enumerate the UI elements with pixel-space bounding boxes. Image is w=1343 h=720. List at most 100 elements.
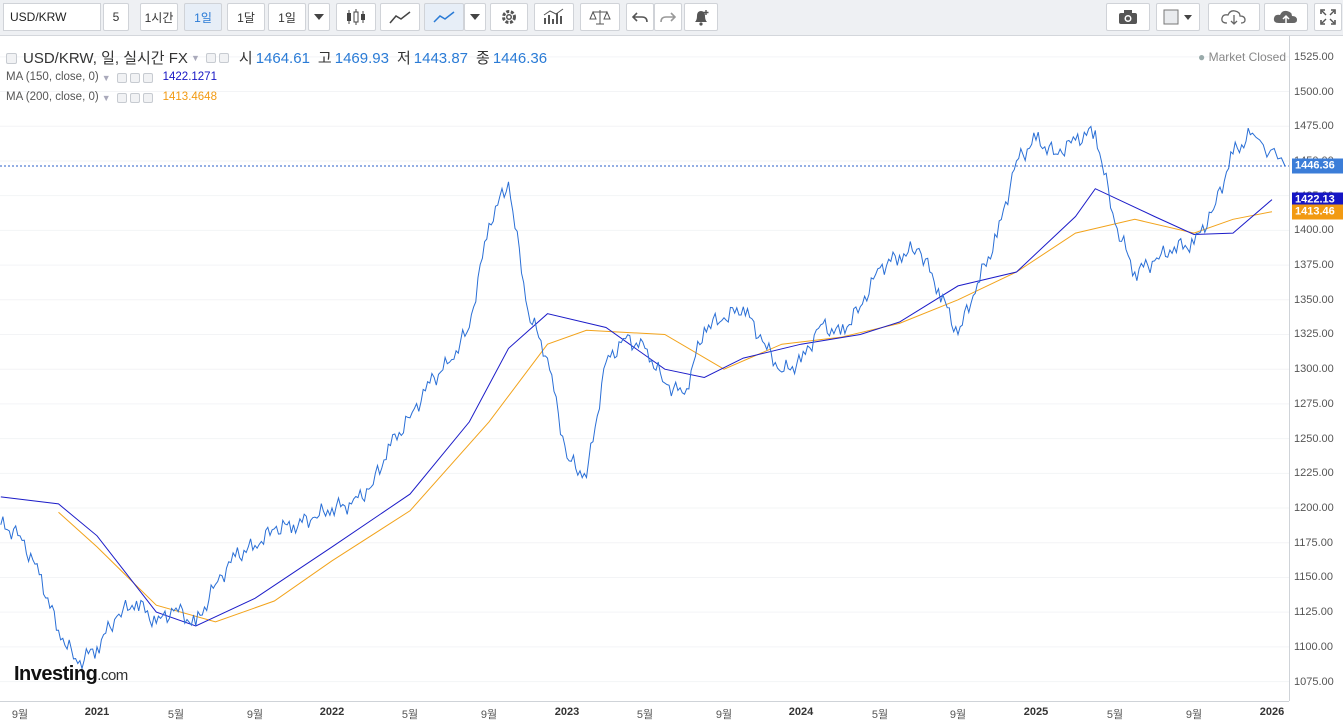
snapshot-button[interactable]	[1106, 3, 1150, 31]
time-tick-year-label: 2025	[1024, 706, 1048, 718]
ma150-label: MA (150, close, 0)	[6, 72, 99, 84]
market-status-text: Market Closed	[1209, 50, 1286, 64]
collapse-icon[interactable]	[6, 53, 17, 64]
time-tick-label: 5월	[402, 706, 418, 720]
time-tick-label: 9월	[481, 706, 497, 720]
chevron-down-icon	[470, 14, 480, 20]
time-tick-label: 5월	[1107, 706, 1123, 720]
indicators-icon	[543, 8, 565, 26]
logo-suffix-text: .com	[97, 667, 128, 684]
redo-button[interactable]	[654, 3, 682, 31]
legend-ma200-row: MA (200, close, 0) ▼ 1413.4648	[6, 88, 555, 108]
ma200-tag: 1413.46	[1292, 204, 1343, 219]
chart-legend: USD/KRW, 일, 실시간 FX ▼ 시 1464.61 고 1469.93…	[6, 48, 555, 108]
price-line	[1, 126, 1285, 668]
interval-5-button[interactable]: 5	[103, 3, 129, 31]
price-tick-label: 1100.00	[1294, 641, 1333, 653]
time-tick-year-label: 2026	[1260, 706, 1284, 718]
last-price-tag: 1446.36	[1292, 159, 1343, 174]
settings-small-icon[interactable]	[130, 93, 140, 103]
fullscreen-icon	[1320, 9, 1336, 25]
open-value: 1464.61	[256, 51, 310, 66]
interval-dropdown-button[interactable]	[308, 3, 330, 31]
chart-style-dropdown[interactable]	[464, 3, 486, 31]
interval-1d-button[interactable]: 1일	[184, 3, 222, 31]
price-chart[interactable]	[0, 36, 1289, 701]
time-tick-label: 5월	[168, 706, 184, 720]
time-tick-year-label: 2024	[789, 706, 813, 718]
caret-down-icon[interactable]: ▼	[102, 94, 111, 103]
settings-small-icon[interactable]	[130, 73, 140, 83]
alert-button[interactable]	[684, 3, 718, 31]
ma200-label: MA (200, close, 0)	[6, 92, 99, 104]
time-axis[interactable]: 9월 2021 5월 9월 2022 5월 9월 2023 5월 9월 2024 5월 9월 2025 5월…	[0, 701, 1289, 720]
fullscreen-button[interactable]	[1314, 3, 1342, 31]
candles-style-button[interactable]	[336, 3, 376, 31]
eye-icon[interactable]	[117, 93, 127, 103]
grid-layer	[0, 57, 1289, 682]
price-tick-label: 1200.00	[1294, 502, 1334, 514]
save-layout-button[interactable]	[1264, 3, 1308, 31]
high-label: 고	[318, 51, 332, 66]
interval-select-button[interactable]: 1일	[268, 3, 306, 31]
settings-button[interactable]	[490, 3, 528, 31]
price-tick-label: 1525.00	[1294, 51, 1334, 63]
ma200-line	[59, 212, 1273, 622]
bell-plus-icon	[692, 8, 710, 26]
chevron-down-icon	[314, 14, 324, 20]
undo-button[interactable]	[626, 3, 654, 31]
high-value: 1469.93	[335, 51, 389, 66]
price-tick-label: 1500.00	[1294, 86, 1334, 98]
layout-button[interactable]	[1156, 3, 1200, 31]
compare-button[interactable]	[580, 3, 620, 31]
redo-icon	[660, 10, 676, 24]
close-label: 종	[476, 51, 490, 66]
legend-title: USD/KRW, 일, 실시간 FX	[23, 51, 188, 66]
line-chart-icon	[433, 9, 455, 25]
eye-icon[interactable]	[117, 73, 127, 83]
undo-icon	[632, 10, 648, 24]
low-label: 저	[397, 51, 411, 66]
caret-down-icon[interactable]: ▼	[191, 54, 200, 63]
interval-1mo-button[interactable]: 1달	[227, 3, 265, 31]
time-tick-label: 9월	[12, 706, 28, 720]
time-tick-year-label: 2022	[320, 706, 344, 718]
candlestick-icon	[345, 8, 367, 26]
price-tick-label: 1300.00	[1294, 363, 1334, 375]
open-label: 시	[239, 51, 253, 66]
time-tick-label: 5월	[637, 706, 653, 720]
status-dot-icon: ●	[1198, 50, 1205, 64]
price-tick-label: 1350.00	[1294, 294, 1334, 306]
settings-small-icon[interactable]	[219, 53, 229, 63]
area-chart-icon	[389, 9, 411, 25]
close-icon[interactable]	[143, 93, 153, 103]
legend-ma150-row: MA (150, close, 0) ▼ 1422.1271	[6, 68, 555, 88]
price-tick-label: 1275.00	[1294, 398, 1334, 410]
symbol-search-input[interactable]	[3, 3, 101, 31]
caret-down-icon[interactable]: ▼	[102, 74, 111, 83]
gear-icon	[500, 8, 518, 26]
ma150-line	[1, 189, 1272, 626]
time-tick-label: 9월	[247, 706, 263, 720]
line-style-button[interactable]	[424, 3, 464, 31]
price-tick-label: 1375.00	[1294, 259, 1334, 271]
toolbar: 5 1시간 1일 1달 1일	[0, 0, 1343, 36]
area-style-button[interactable]	[380, 3, 420, 31]
load-layout-button[interactable]	[1208, 3, 1260, 31]
close-value: 1446.36	[493, 51, 547, 66]
eye-icon[interactable]	[206, 53, 216, 63]
price-tick-label: 1325.00	[1294, 328, 1334, 340]
time-tick-label: 9월	[950, 706, 966, 720]
ma200-value: 1413.4648	[163, 92, 217, 104]
close-icon[interactable]	[143, 73, 153, 83]
time-tick-label: 9월	[1186, 706, 1202, 720]
price-tick-label: 1400.00	[1294, 224, 1334, 236]
interval-1h-button[interactable]: 1시간	[140, 3, 178, 31]
indicators-button[interactable]	[534, 3, 574, 31]
camera-icon	[1118, 9, 1138, 25]
market-status: ● Market Closed	[1198, 50, 1286, 64]
low-value: 1443.87	[414, 51, 468, 66]
cloud-download-icon	[1220, 8, 1248, 26]
price-axis[interactable]: 1075.00 1100.00 1125.00 1150.00 1175.00 1200.…	[1289, 36, 1343, 701]
price-tick-label: 1475.00	[1294, 120, 1334, 132]
